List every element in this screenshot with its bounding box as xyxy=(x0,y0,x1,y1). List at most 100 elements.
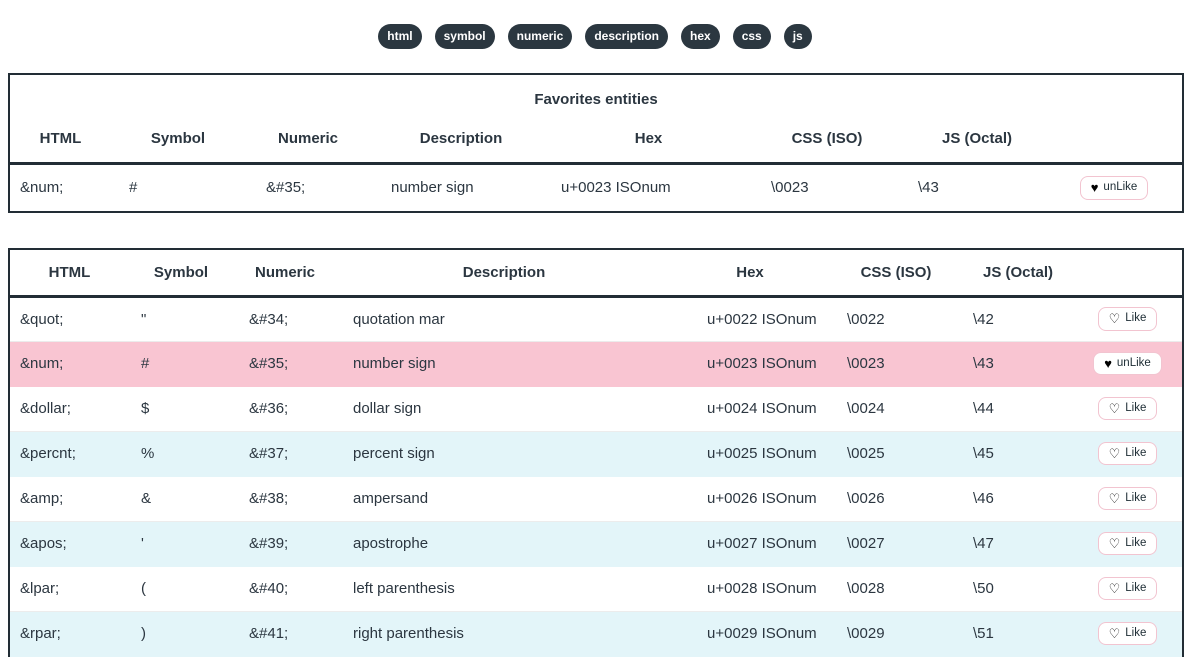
cell-css: \0024 xyxy=(847,400,885,417)
unlike-button-label: unLike xyxy=(1116,356,1151,369)
table-row: &dollar; $ &#36; dollar sign u+0024 ISOn… xyxy=(9,386,1183,431)
cell-symbol: & xyxy=(141,490,152,507)
table-row: &rpar; ) &#41; right parenthesis u+0029 … xyxy=(9,611,1183,656)
cell-description: percent sign xyxy=(353,445,435,462)
cell-html: &num; xyxy=(20,179,64,197)
like-button[interactable]: ♡ Like xyxy=(1097,396,1158,421)
cell-hex: u+0023 ISOnum xyxy=(707,355,817,372)
unlike-button[interactable]: ♥ unLike xyxy=(1079,175,1149,200)
cell-description: right parenthesis xyxy=(353,625,464,642)
filter-pills: html symbol numeric description hex css … xyxy=(0,0,1190,49)
cell-actions: ♡ Like xyxy=(1073,296,1183,341)
cell-symbol: ' xyxy=(141,535,144,552)
heart-filled-icon: ♥ xyxy=(1104,355,1112,371)
cell-js: \46 xyxy=(973,490,994,507)
cell-js: \51 xyxy=(973,625,994,642)
like-button-label: Like xyxy=(1125,401,1147,414)
like-button-label: Like xyxy=(1125,536,1147,549)
entities-header-numeric: Numeric xyxy=(233,248,337,298)
entities-header-js: JS (Octal) xyxy=(963,248,1073,298)
cell-numeric: &#40; xyxy=(249,580,289,597)
cell-js: \50 xyxy=(973,580,994,597)
favorites-title: Favorites entities xyxy=(534,91,658,108)
cell-js: \43 xyxy=(973,355,994,372)
cell-description: quotation mar xyxy=(353,310,445,328)
cell-html: &percnt; xyxy=(20,445,76,462)
table-row: &num; # &#35; number sign u+0023 ISOnum … xyxy=(9,341,1183,386)
favorites-header-html: HTML xyxy=(9,118,111,165)
favorites-header-numeric: Numeric xyxy=(245,118,371,165)
like-button[interactable]: ♡ Like xyxy=(1097,621,1158,646)
cell-actions: ♥ unLike xyxy=(1073,341,1183,386)
pill-js[interactable]: js xyxy=(783,24,812,49)
cell-numeric: &#35; xyxy=(266,179,306,197)
table-row: &lpar; ( &#40; left parenthesis u+0028 I… xyxy=(9,566,1183,611)
like-button[interactable]: ♡ Like xyxy=(1097,441,1158,466)
cell-actions: ♡ Like xyxy=(1073,386,1183,431)
favorites-header-hex: Hex xyxy=(551,118,746,165)
pill-hex[interactable]: hex xyxy=(681,24,720,49)
cell-numeric: &#35; xyxy=(249,355,289,372)
cell-description: number sign xyxy=(353,355,436,372)
pill-description[interactable]: description xyxy=(585,24,668,49)
entities-header-symbol: Symbol xyxy=(129,248,233,298)
like-button[interactable]: ♡ Like xyxy=(1097,307,1158,331)
favorites-table: Favorites entities HTML Symbol Numeric D… xyxy=(8,73,1185,213)
cell-actions: ♥ unLike xyxy=(1046,164,1183,212)
entities-header-css: CSS (ISO) xyxy=(829,248,963,298)
cell-html: &rpar; xyxy=(20,625,61,642)
cell-html: &amp; xyxy=(20,490,64,507)
like-button-label: Like xyxy=(1125,581,1147,594)
entities-header-description: Description xyxy=(337,248,671,298)
heart-outline-icon: ♡ xyxy=(1108,625,1121,641)
heart-filled-icon: ♥ xyxy=(1090,180,1099,196)
cell-hex: u+0028 ISOnum xyxy=(707,580,817,597)
cell-hex: u+0029 ISOnum xyxy=(707,625,817,642)
like-button[interactable]: ♡ Like xyxy=(1097,576,1158,601)
cell-actions: ♡ Like xyxy=(1073,521,1183,566)
cell-css: \0029 xyxy=(847,625,885,642)
table-row: &percnt; % &#37; percent sign u+0025 ISO… xyxy=(9,431,1183,476)
entities-header-actions xyxy=(1073,248,1183,298)
cell-js: \45 xyxy=(973,445,994,462)
cell-js: \42 xyxy=(973,310,994,328)
favorites-header-symbol: Symbol xyxy=(111,118,245,165)
like-button[interactable]: ♡ Like xyxy=(1097,486,1158,511)
favorites-header-actions xyxy=(1046,118,1184,165)
entities-header-hex: Hex xyxy=(671,248,829,298)
cell-html: &dollar; xyxy=(20,400,71,417)
cell-description: dollar sign xyxy=(353,400,422,417)
cell-numeric: &#36; xyxy=(249,400,289,417)
cell-css: \0022 xyxy=(847,310,885,328)
cell-numeric: &#39; xyxy=(249,535,289,552)
cell-html: &apos; xyxy=(20,535,67,552)
favorites-row: &num; # &#35; number sign u+0023 ISOnum … xyxy=(9,164,1183,212)
pill-symbol[interactable]: symbol xyxy=(434,24,495,49)
cell-hex: u+0024 ISOnum xyxy=(707,400,817,417)
cell-hex: u+0026 ISOnum xyxy=(707,490,817,507)
like-button[interactable]: ♡ Like xyxy=(1097,531,1158,556)
cell-css: \0028 xyxy=(847,580,885,597)
table-row: &amp; & &#38; ampersand u+0026 ISOnum \0… xyxy=(9,476,1183,521)
cell-numeric: &#38; xyxy=(249,490,289,507)
cell-symbol: % xyxy=(141,445,155,462)
heart-outline-icon: ♡ xyxy=(1108,400,1121,416)
heart-outline-icon: ♡ xyxy=(1108,535,1121,551)
unlike-button[interactable]: ♥ unLike xyxy=(1093,351,1162,376)
cell-symbol: $ xyxy=(141,400,150,417)
cell-description: left parenthesis xyxy=(353,580,455,597)
pill-html[interactable]: html xyxy=(378,24,422,49)
cell-numeric: &#41; xyxy=(249,625,289,642)
favorites-header-description: Description xyxy=(371,118,551,165)
pill-numeric[interactable]: numeric xyxy=(507,24,573,49)
cell-js: \47 xyxy=(973,535,994,552)
cell-css: \0025 xyxy=(847,445,885,462)
cell-symbol: # xyxy=(141,355,150,372)
cell-html: &quot; xyxy=(20,310,64,328)
cell-js: \43 xyxy=(918,179,939,197)
unlike-button-label: unLike xyxy=(1103,180,1138,193)
heart-outline-icon: ♡ xyxy=(1108,311,1121,327)
cell-hex: u+0022 ISOnum xyxy=(707,310,817,328)
table-row: &apos; ' &#39; apostrophe u+0027 ISOnum … xyxy=(9,521,1183,566)
pill-css[interactable]: css xyxy=(732,24,771,49)
